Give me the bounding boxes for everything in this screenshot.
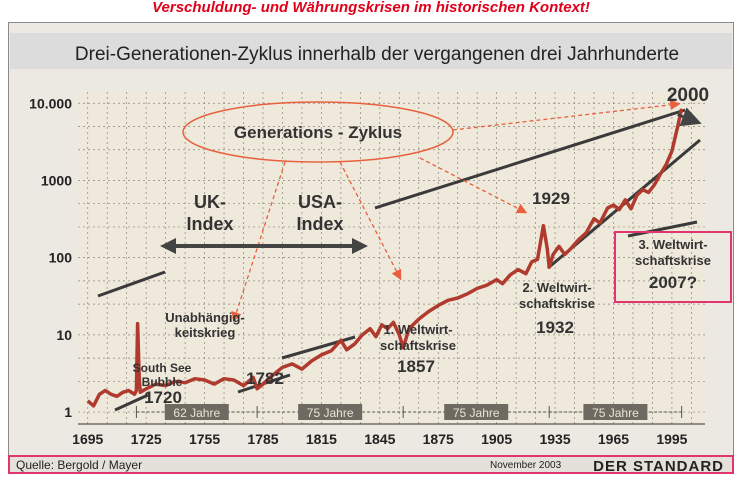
weltwirtschaftskrise-2-label-line: schaftskrise — [519, 296, 595, 311]
chart-title: Drei-Generationen-Zyklus innerhalb der v… — [75, 44, 679, 65]
weltwirtschaftskrise-2-label-line: 2. Weltwirt- — [522, 280, 591, 295]
unabhaengigkeitskrieg-label-line: Unabhängig- — [165, 310, 244, 325]
x-tick-label: 1995 — [656, 431, 687, 447]
south-see-bubble-label-line: Bubble — [142, 375, 183, 389]
x-tick-label: 1815 — [306, 431, 337, 447]
cycle-years-label: 75 Jahre — [453, 406, 500, 420]
y-tick-label: 1 — [64, 404, 72, 420]
footer-brand: DER STANDARD — [593, 458, 724, 475]
x-tick-label: 1935 — [539, 431, 570, 447]
dashed-arrow — [452, 99, 681, 131]
weltwirtschaftskrise-3-label-line: 3. Weltwirt- — [638, 237, 707, 252]
year-1932-label: 1932 — [536, 318, 574, 337]
year-2007-label: 2007? — [649, 273, 697, 292]
cycle-years-label: 62 Jahre — [173, 406, 220, 420]
x-tick-label: 1845 — [364, 431, 395, 447]
title-bar — [10, 33, 732, 69]
y-tick-label: 1000 — [41, 172, 72, 188]
cycle-label: Generations - Zyklus — [234, 123, 402, 142]
x-tick-label: 1755 — [189, 431, 220, 447]
x-tick-label: 1905 — [481, 431, 512, 447]
x-tick-label: 1875 — [423, 431, 454, 447]
index-arrow-left — [160, 238, 176, 254]
year-1782-label: 1782 — [246, 369, 284, 388]
cycle-label-box — [444, 404, 509, 420]
year-1929-label: 1929 — [532, 189, 570, 208]
cycle-label-box — [164, 404, 229, 420]
trend-line — [114, 393, 149, 412]
uk-index-label: UK-Index — [186, 192, 233, 234]
x-tick-label: 1965 — [598, 431, 629, 447]
weltwirtschaftskrise-3-label: 3. Weltwirt-schaftskrise — [635, 237, 711, 268]
cycle-label-box — [583, 404, 648, 420]
cycle-ellipse — [182, 101, 454, 163]
footer-date: November 2003 — [490, 460, 562, 471]
usa-index-label: USA-Index — [296, 192, 343, 234]
x-tick-label: 1785 — [247, 431, 278, 447]
uk-index-label-line: UK- — [194, 192, 226, 212]
usa-index-label-line: Index — [296, 214, 343, 234]
year-1857-label: 1857 — [397, 357, 435, 376]
cycle-years-label: 75 Jahre — [307, 406, 354, 420]
year-1720-label: 1720 — [144, 388, 182, 407]
weltwirtschaftskrise-2-label: 2. Weltwirt-schaftskrise — [519, 280, 595, 311]
footer-source: Quelle: Bergold / Mayer — [16, 458, 142, 472]
south-see-bubble-label-line: South See — [133, 361, 192, 375]
trend-line — [374, 108, 686, 210]
uk-index-label-line: Index — [186, 214, 233, 234]
highlight-box-krise3 — [614, 231, 732, 303]
weltwirtschaftskrise-3-label-line: schaftskrise — [635, 253, 711, 268]
weltwirtschaftskrise-1-label-line: 1. Weltwirt- — [383, 322, 452, 337]
y-tick-label: 10 — [56, 327, 72, 343]
x-tick-label: 1695 — [72, 431, 103, 447]
plot-area — [78, 92, 705, 424]
cycle-years-label: 75 Jahre — [592, 406, 639, 420]
trend-line — [97, 270, 166, 298]
unabhaengigkeitskrieg-label: Unabhängig-keitskrieg — [165, 310, 244, 340]
index-arrow-right — [352, 238, 368, 254]
usa-index-label-line: USA- — [298, 192, 342, 212]
dashed-arrow — [419, 157, 528, 214]
footer-bar — [8, 455, 734, 474]
series-end-arrow — [677, 107, 702, 127]
cycle-label-box — [298, 404, 363, 420]
unabhaengigkeitskrieg-label-line: keitskrieg — [175, 325, 236, 340]
page-title: Verschuldung- und Währungskrisen im hist… — [152, 0, 590, 16]
y-tick-label: 10.000 — [29, 95, 72, 111]
trend-line — [627, 220, 698, 238]
weltwirtschaftskrise-1-label: 1. Weltwirt-schaftskrise — [380, 322, 456, 353]
y-tick-label: 100 — [49, 250, 73, 266]
year-2000-label: 2000 — [667, 85, 709, 106]
dashed-arrow — [339, 161, 402, 281]
series-line — [86, 108, 684, 408]
x-tick-label: 1725 — [131, 431, 162, 447]
weltwirtschaftskrise-1-label-line: schaftskrise — [380, 338, 456, 353]
